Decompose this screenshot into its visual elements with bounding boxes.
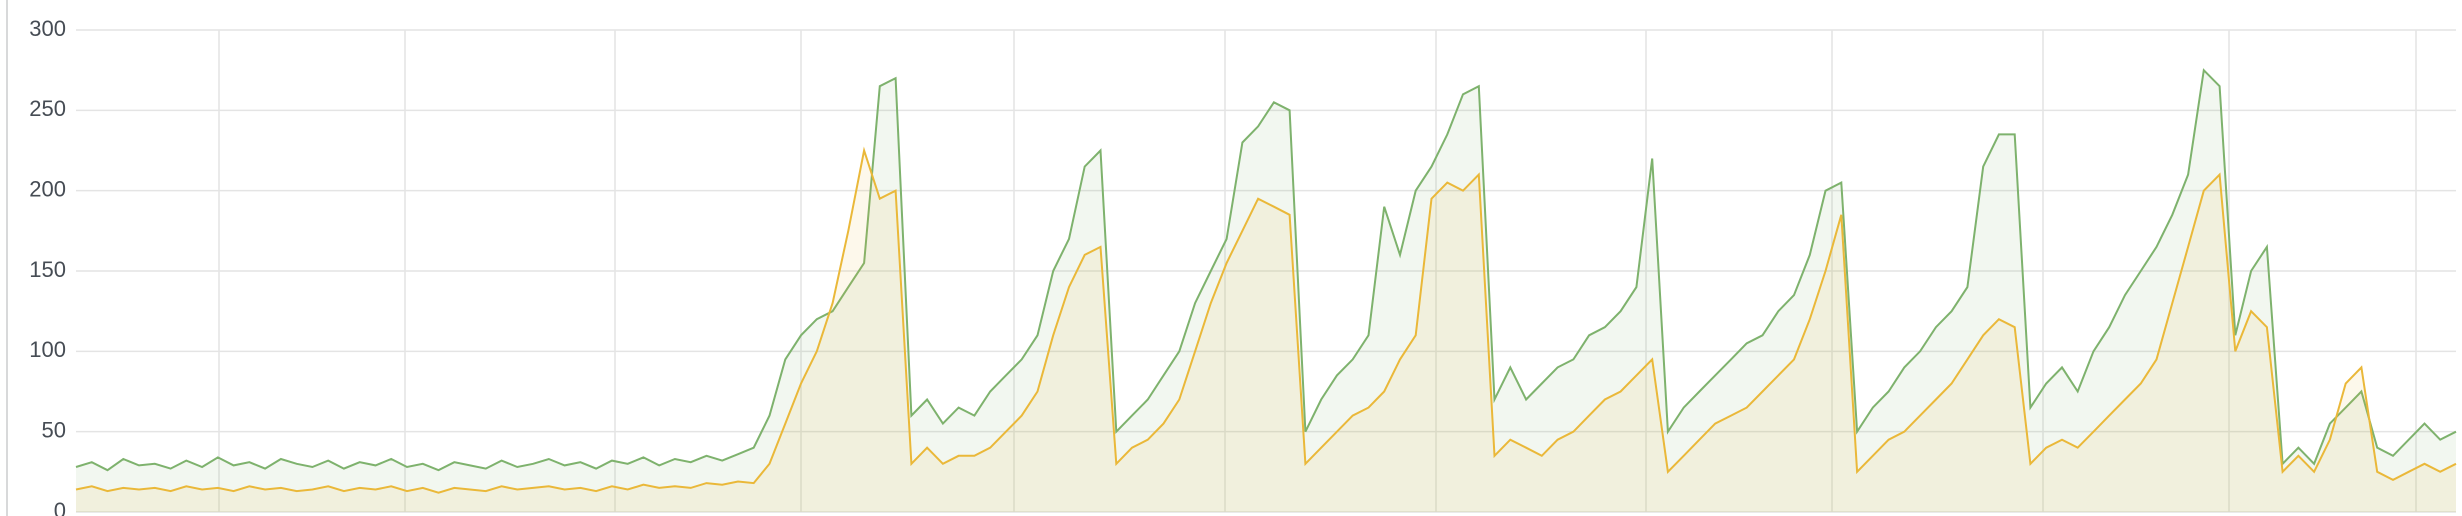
series-line [75, 68, 2457, 472]
series-line [75, 146, 2457, 494]
y-tick-label: 200 [29, 176, 66, 201]
y-tick-label: 50 [42, 417, 66, 442]
y-tick-label: 250 [29, 96, 66, 121]
y-tick-label: 150 [29, 257, 66, 282]
y-tick-label: 0 [54, 498, 66, 516]
area-fill [76, 150, 2456, 512]
y-tick-label: 300 [29, 16, 66, 41]
y-tick-label: 100 [29, 337, 66, 362]
area-fill [76, 70, 2456, 512]
